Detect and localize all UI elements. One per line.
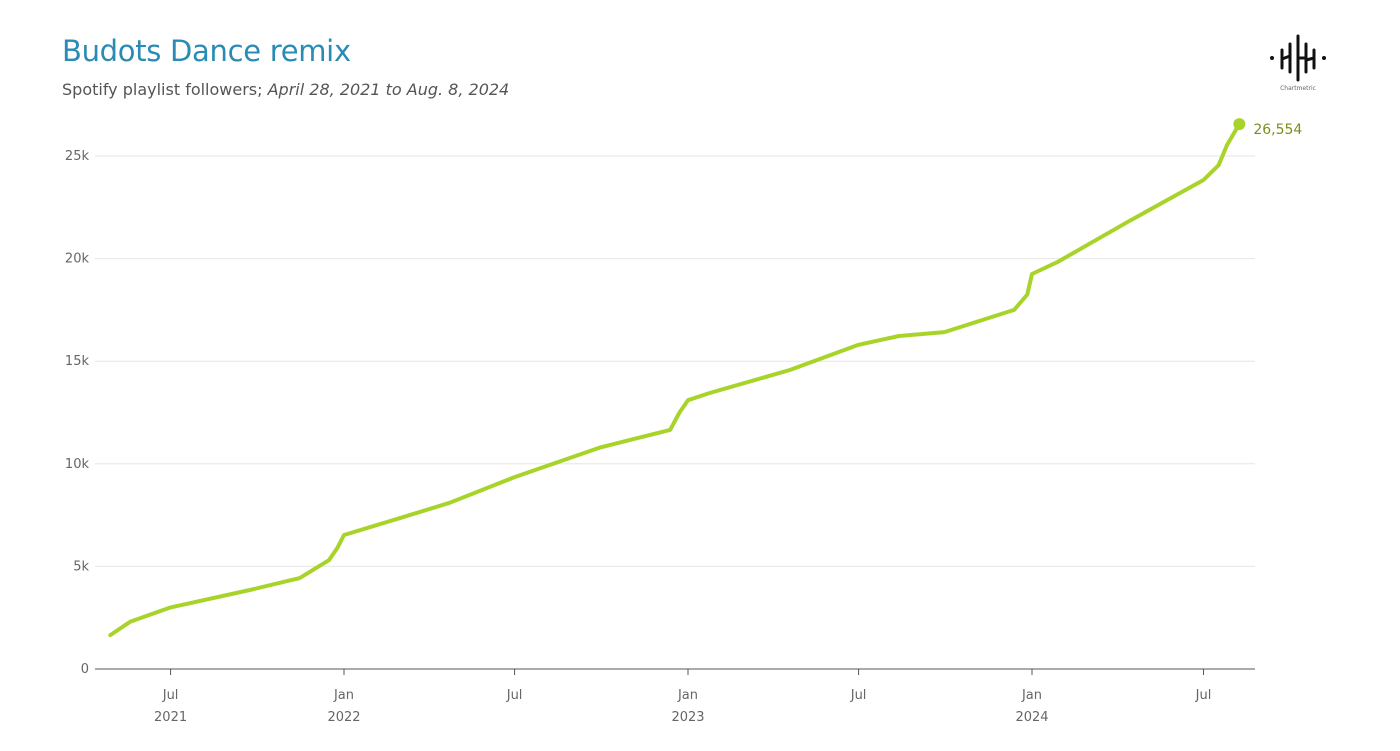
x-tick-label: Jul xyxy=(1195,688,1212,703)
x-tick-label: Jan xyxy=(677,688,698,703)
x-tick-label: Jul xyxy=(162,688,179,703)
chart-title: Budots Dance remix xyxy=(62,34,351,68)
y-tick-label: 10k xyxy=(65,457,90,472)
x-tick-year: 2023 xyxy=(671,710,704,725)
x-tick-label: Jan xyxy=(333,688,354,703)
y-tick-label: 20k xyxy=(65,252,90,267)
x-tick-label: Jul xyxy=(850,688,867,703)
x-tick-label: Jul xyxy=(506,688,523,703)
end-point-marker xyxy=(1233,118,1246,131)
logo-text: Chartmetric xyxy=(1280,85,1316,92)
x-tick-year: 2021 xyxy=(154,710,187,725)
y-tick-label: 15k xyxy=(65,354,90,369)
x-tick-label: Jan xyxy=(1021,688,1042,703)
y-tick-label: 5k xyxy=(73,559,89,574)
chartmetric-logo-icon xyxy=(1270,34,1326,82)
y-tick-label: 0 xyxy=(81,662,89,677)
y-tick-label: 25k xyxy=(65,149,90,164)
followers-line xyxy=(108,122,1242,638)
x-tick-year: 2024 xyxy=(1015,710,1048,725)
chart-subtitle: Spotify playlist followers; April 28, 20… xyxy=(62,80,509,99)
subtitle-text: Spotify playlist followers; xyxy=(62,80,268,99)
subtitle-date-range: April 28, 2021 to Aug. 8, 2024 xyxy=(267,80,510,99)
end-value-label: 26,554 xyxy=(1253,122,1302,138)
x-tick-year: 2022 xyxy=(327,710,360,725)
